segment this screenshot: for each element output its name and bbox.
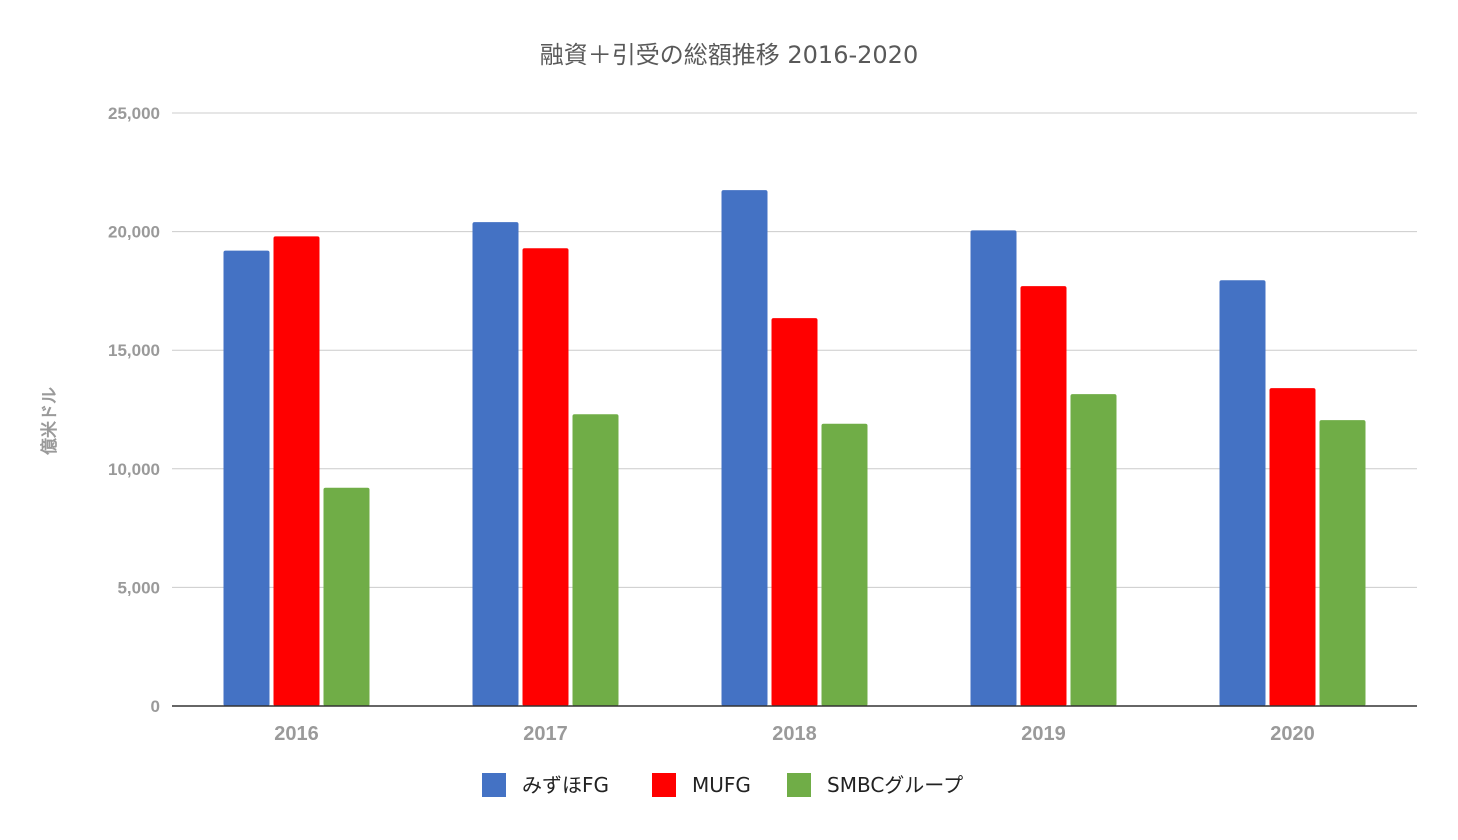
y-axis-label: 億米ドル	[39, 387, 60, 455]
bar	[721, 190, 768, 707]
y-tick-label: 10,000	[108, 460, 160, 479]
x-tick-label: 2020	[1270, 723, 1315, 745]
bar	[472, 222, 519, 706]
legend-label: みずほFG	[522, 773, 609, 797]
bar	[970, 230, 1017, 706]
legend-label: MUFG	[692, 773, 751, 797]
bar	[1319, 420, 1366, 706]
bar	[273, 236, 320, 706]
y-tick-label: 20,000	[108, 223, 160, 242]
bar	[323, 487, 370, 706]
y-tick-label: 0	[151, 697, 160, 716]
bar	[821, 423, 868, 706]
x-axis-ticks: 2016 2017 2018 2019 2020	[274, 723, 1315, 745]
y-tick-label: 5,000	[117, 578, 160, 597]
bar	[223, 250, 270, 707]
bar	[1219, 280, 1266, 706]
x-tick-label: 2019	[1021, 723, 1066, 745]
y-tick-label: 15,000	[108, 341, 160, 360]
x-tick-label: 2017	[523, 723, 568, 745]
chart-title: 融資＋引受の総額推移 2016-2020	[540, 41, 918, 69]
bar	[1070, 394, 1117, 706]
x-tick-label: 2016	[274, 723, 319, 745]
legend-swatch	[787, 773, 811, 797]
legend-swatch	[482, 773, 506, 797]
y-axis-ticks: 0 5,000 10,000 15,000 20,000 25,000	[108, 104, 160, 716]
legend: みずほFG MUFG SMBCグループ	[482, 773, 963, 797]
y-tick-label: 25,000	[108, 104, 160, 123]
legend-label: SMBCグループ	[827, 773, 963, 797]
legend-swatch	[652, 773, 676, 797]
bars	[223, 190, 1366, 707]
bar	[771, 318, 818, 706]
bar	[572, 414, 619, 706]
bar	[1269, 388, 1316, 706]
bar	[522, 248, 569, 707]
x-tick-label: 2018	[772, 723, 817, 745]
bar	[1020, 286, 1067, 706]
